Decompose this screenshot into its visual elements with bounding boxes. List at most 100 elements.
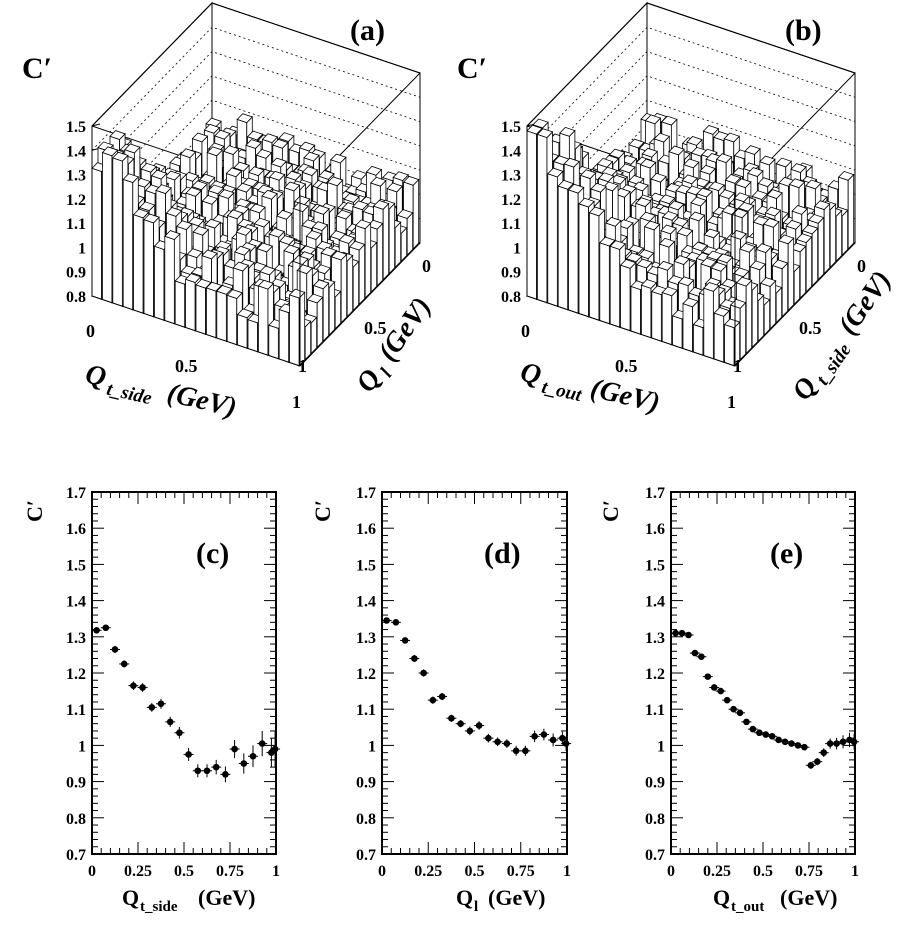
- data-point: [801, 743, 808, 751]
- lego-bar-top: [233, 161, 250, 172]
- lego-bar-front: [620, 264, 631, 332]
- lego-bar-top: [276, 209, 293, 220]
- lego-bar-side: [394, 221, 402, 269]
- y-tick-label: 1.1: [645, 702, 665, 719]
- lego-bar-top: [536, 128, 554, 139]
- x-title-sub-c: t_side: [140, 899, 178, 915]
- data-point: [813, 758, 821, 765]
- z-tick-label: 1.1: [501, 216, 521, 233]
- lego-bar-front: [713, 312, 725, 363]
- data-point: [691, 649, 699, 657]
- lego-bar-top: [185, 187, 202, 197]
- lego-bar-side: [841, 209, 849, 257]
- x-tick-label: 1: [272, 863, 280, 880]
- lego-bar-side: [388, 202, 396, 275]
- lego-bar-top: [330, 153, 347, 164]
- scatter-panel-c: C′ (c) 0.70.80.911.11.21.31.41.51.61.70 0…: [22, 485, 281, 915]
- z-grid-line: [526, 75, 856, 200]
- x-tick-b-2: 1: [727, 392, 736, 412]
- lego-bar-front: [641, 284, 652, 339]
- lego-bar-top: [288, 288, 306, 299]
- lego-bar-top: [801, 224, 819, 235]
- lego-bar-top: [348, 240, 366, 251]
- lego-bar-top: [625, 252, 643, 263]
- lego-bar-top: [278, 132, 295, 143]
- data-point: [203, 767, 211, 775]
- lego-bar-front: [609, 245, 621, 328]
- lego-bar-top: [700, 257, 717, 268]
- data-point: [411, 655, 418, 662]
- data-point: [522, 747, 529, 755]
- x-title-c: Q t_side (GeV): [122, 885, 255, 915]
- lego-bar-top: [643, 220, 661, 231]
- z-tick-label: 1: [78, 240, 86, 257]
- x-title-unit-e: (GeV): [780, 885, 837, 910]
- lego-bar-top: [352, 200, 369, 211]
- x-tick-label: 0.75: [507, 863, 535, 880]
- lego-bar-top: [563, 157, 581, 168]
- lego-bar-top: [724, 174, 742, 184]
- lego-bar-top: [222, 145, 240, 155]
- data-point: [240, 760, 248, 767]
- lego-bar-top: [641, 147, 659, 158]
- z-tick-label: 1.3: [66, 168, 86, 185]
- lego-bar-top: [122, 173, 140, 184]
- y-title-d: C′: [310, 500, 335, 522]
- z-tick-label: 1.4: [501, 143, 521, 160]
- lego-bar-top: [236, 182, 253, 193]
- y-tick-label: 0.8: [66, 811, 86, 828]
- data-point: [383, 617, 390, 624]
- lego-bar-top: [234, 245, 251, 256]
- lego-bar-top: [639, 211, 657, 222]
- lego-bar-front: [661, 292, 673, 346]
- data-point: [212, 763, 220, 771]
- lego-bar-top: [335, 209, 353, 220]
- lego-bar-top: [246, 130, 264, 141]
- lego-bar-top: [101, 146, 119, 157]
- lego-bar-top: [198, 173, 216, 184]
- lego-bar-top: [330, 250, 348, 261]
- lego-bar-top: [195, 278, 212, 289]
- y-tick-label: 1.6: [356, 521, 376, 538]
- lego-bar-top: [338, 234, 356, 244]
- lego-bar-top: [532, 118, 549, 129]
- lego-bar-side: [817, 216, 825, 281]
- lego-bar-top: [681, 174, 699, 185]
- y-tick-b-2: 1: [733, 356, 742, 376]
- lego-bar-top: [653, 132, 671, 143]
- data-point: [749, 725, 757, 733]
- lego-bar-top: [226, 209, 244, 220]
- box-front-edges: [526, 126, 856, 367]
- panel-label-a: (a): [350, 14, 385, 47]
- lego-bar-front: [112, 157, 123, 307]
- lego-bar-top: [176, 220, 193, 231]
- lego-bar-top: [261, 189, 278, 200]
- y-tick-label: 1.2: [66, 666, 86, 683]
- x-tick-b-0: 0: [521, 321, 530, 341]
- lego-bar-side: [304, 320, 312, 361]
- lego-bar-top: [602, 181, 619, 192]
- lego-bar-top: [721, 205, 739, 215]
- x-tick-label: 0.75: [216, 863, 244, 880]
- z-tick-label: 1.5: [501, 119, 521, 136]
- lego-bar-side: [787, 237, 795, 312]
- lego-bars-b: [526, 73, 856, 367]
- y-title-e: C′: [598, 500, 623, 522]
- lego-bar-top: [248, 166, 265, 177]
- lego-bar-top: [259, 265, 276, 276]
- x-tick-a-1: 0.5: [175, 356, 198, 376]
- y-tick-a-0: 0: [422, 256, 431, 276]
- y-tick-label: 1.7: [645, 485, 665, 502]
- lego-bar-top: [109, 130, 126, 140]
- lego-bar-top: [644, 114, 662, 125]
- lego-bar-top: [112, 151, 129, 162]
- lego-bar-front: [557, 185, 569, 311]
- lego-bar-front: [216, 290, 227, 342]
- lego-bar-top: [392, 171, 410, 182]
- lego-bar-front: [133, 214, 144, 314]
- lego-bar-top: [218, 189, 235, 199]
- lego-bar-top: [677, 276, 695, 287]
- data-point: [685, 631, 692, 639]
- lego-bar-top: [737, 201, 755, 212]
